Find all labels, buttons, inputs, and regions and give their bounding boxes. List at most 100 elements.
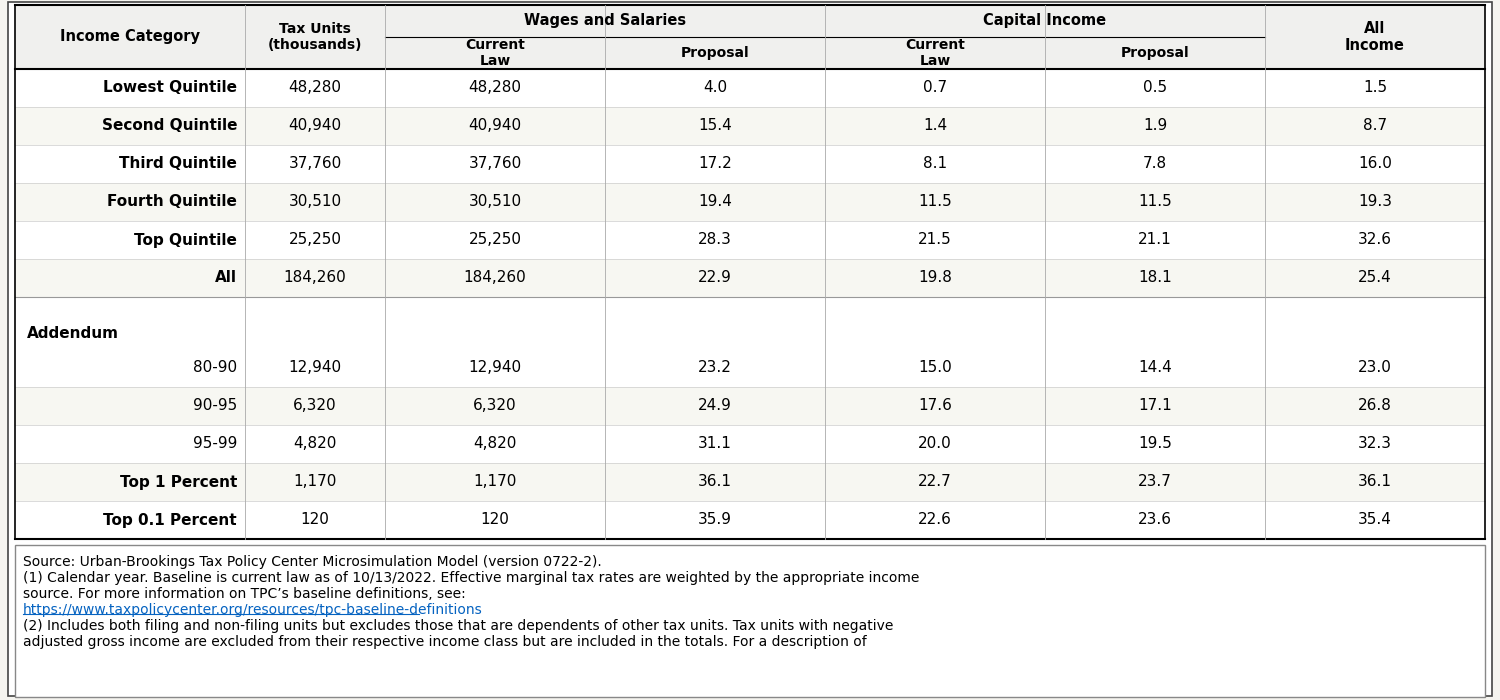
Text: All: All [214, 270, 237, 286]
Text: 19.3: 19.3 [1358, 195, 1392, 209]
Text: 12,940: 12,940 [468, 360, 522, 375]
Text: 90-95: 90-95 [192, 398, 237, 414]
FancyBboxPatch shape [15, 259, 1485, 297]
Text: 16.0: 16.0 [1358, 157, 1392, 172]
Text: 21.1: 21.1 [1138, 232, 1172, 248]
Text: 120: 120 [480, 512, 510, 528]
Text: https://www.taxpolicycenter.org/resources/tpc-baseline-definitions: https://www.taxpolicycenter.org/resource… [22, 603, 483, 617]
Text: 23.7: 23.7 [1138, 475, 1172, 489]
Text: 1,170: 1,170 [474, 475, 516, 489]
Text: 6,320: 6,320 [472, 398, 518, 414]
Text: Capital Income: Capital Income [984, 13, 1107, 29]
Text: 23.0: 23.0 [1358, 360, 1392, 375]
Text: 22.6: 22.6 [918, 512, 952, 528]
Text: 25,250: 25,250 [288, 232, 342, 248]
Text: Top 1 Percent: Top 1 Percent [120, 475, 237, 489]
Text: 15.4: 15.4 [698, 118, 732, 134]
FancyBboxPatch shape [15, 107, 1485, 145]
Text: 15.0: 15.0 [918, 360, 952, 375]
Text: 1.4: 1.4 [922, 118, 946, 134]
Text: 19.8: 19.8 [918, 270, 952, 286]
Text: 25,250: 25,250 [468, 232, 522, 248]
Text: 14.4: 14.4 [1138, 360, 1172, 375]
Text: 11.5: 11.5 [1138, 195, 1172, 209]
Text: 32.6: 32.6 [1358, 232, 1392, 248]
Text: 40,940: 40,940 [288, 118, 342, 134]
Text: 30,510: 30,510 [288, 195, 342, 209]
Text: 17.1: 17.1 [1138, 398, 1172, 414]
FancyBboxPatch shape [15, 183, 1485, 221]
Text: (1) Calendar year. Baseline is current law as of 10/13/2022. Effective marginal : (1) Calendar year. Baseline is current l… [22, 571, 920, 585]
Text: 37,760: 37,760 [288, 157, 342, 172]
Text: 35.9: 35.9 [698, 512, 732, 528]
Text: Third Quintile: Third Quintile [118, 157, 237, 172]
FancyBboxPatch shape [8, 2, 1492, 696]
Text: 184,260: 184,260 [284, 270, 346, 286]
Text: Second Quintile: Second Quintile [102, 118, 237, 134]
Text: 17.6: 17.6 [918, 398, 952, 414]
Text: 30,510: 30,510 [468, 195, 522, 209]
Text: source. For more information on TPC’s baseline definitions, see:: source. For more information on TPC’s ba… [22, 587, 465, 601]
FancyBboxPatch shape [15, 387, 1485, 425]
Text: 184,260: 184,260 [464, 270, 526, 286]
Text: Tax Units
(thousands): Tax Units (thousands) [267, 22, 363, 52]
Text: adjusted gross income are excluded from their respective income class but are in: adjusted gross income are excluded from … [22, 635, 867, 649]
Text: 23.6: 23.6 [1138, 512, 1172, 528]
Text: 4,820: 4,820 [474, 437, 516, 452]
Text: 0.7: 0.7 [922, 80, 946, 95]
Text: 17.2: 17.2 [698, 157, 732, 172]
Text: 26.8: 26.8 [1358, 398, 1392, 414]
Text: 12,940: 12,940 [288, 360, 342, 375]
Text: 23.2: 23.2 [698, 360, 732, 375]
Text: 28.3: 28.3 [698, 232, 732, 248]
Text: 1,170: 1,170 [294, 475, 336, 489]
Text: 19.4: 19.4 [698, 195, 732, 209]
Text: Proposal: Proposal [1120, 46, 1190, 60]
Text: Source: Urban-Brookings Tax Policy Center Microsimulation Model (version 0722-2): Source: Urban-Brookings Tax Policy Cente… [22, 555, 602, 569]
Text: Fourth Quintile: Fourth Quintile [106, 195, 237, 209]
Text: 19.5: 19.5 [1138, 437, 1172, 452]
Text: 48,280: 48,280 [288, 80, 342, 95]
Text: 1.9: 1.9 [1143, 118, 1167, 134]
Text: 36.1: 36.1 [1358, 475, 1392, 489]
FancyBboxPatch shape [15, 463, 1485, 501]
Text: Current
Law: Current Law [904, 38, 964, 68]
Text: Top 0.1 Percent: Top 0.1 Percent [104, 512, 237, 528]
FancyBboxPatch shape [15, 5, 1485, 69]
Text: 4.0: 4.0 [704, 80, 728, 95]
Text: 21.5: 21.5 [918, 232, 952, 248]
Text: 7.8: 7.8 [1143, 157, 1167, 172]
Text: Lowest Quintile: Lowest Quintile [104, 80, 237, 95]
Text: Income Category: Income Category [60, 29, 200, 45]
Text: Top Quintile: Top Quintile [134, 232, 237, 248]
Text: 0.5: 0.5 [1143, 80, 1167, 95]
Text: 40,940: 40,940 [468, 118, 522, 134]
Text: 32.3: 32.3 [1358, 437, 1392, 452]
Text: 95-99: 95-99 [192, 437, 237, 452]
Text: 37,760: 37,760 [468, 157, 522, 172]
Text: Proposal: Proposal [681, 46, 750, 60]
Text: 36.1: 36.1 [698, 475, 732, 489]
Text: 31.1: 31.1 [698, 437, 732, 452]
Text: Wages and Salaries: Wages and Salaries [524, 13, 686, 29]
Text: 25.4: 25.4 [1358, 270, 1392, 286]
Text: 18.1: 18.1 [1138, 270, 1172, 286]
Text: 6,320: 6,320 [292, 398, 338, 414]
Text: 24.9: 24.9 [698, 398, 732, 414]
Text: 20.0: 20.0 [918, 437, 952, 452]
Text: 11.5: 11.5 [918, 195, 952, 209]
Text: 8.7: 8.7 [1364, 118, 1388, 134]
Text: (2) Includes both filing and non-filing units but excludes those that are depend: (2) Includes both filing and non-filing … [22, 619, 894, 633]
Text: 48,280: 48,280 [468, 80, 522, 95]
Text: 35.4: 35.4 [1358, 512, 1392, 528]
Text: 1.5: 1.5 [1364, 80, 1388, 95]
Text: 4,820: 4,820 [294, 437, 336, 452]
Text: Current
Law: Current Law [465, 38, 525, 68]
Text: 22.7: 22.7 [918, 475, 952, 489]
Text: 80-90: 80-90 [194, 360, 237, 375]
Text: 8.1: 8.1 [922, 157, 946, 172]
FancyBboxPatch shape [15, 545, 1485, 697]
Text: All
Income: All Income [1346, 21, 1406, 53]
Text: 120: 120 [300, 512, 330, 528]
Text: 22.9: 22.9 [698, 270, 732, 286]
